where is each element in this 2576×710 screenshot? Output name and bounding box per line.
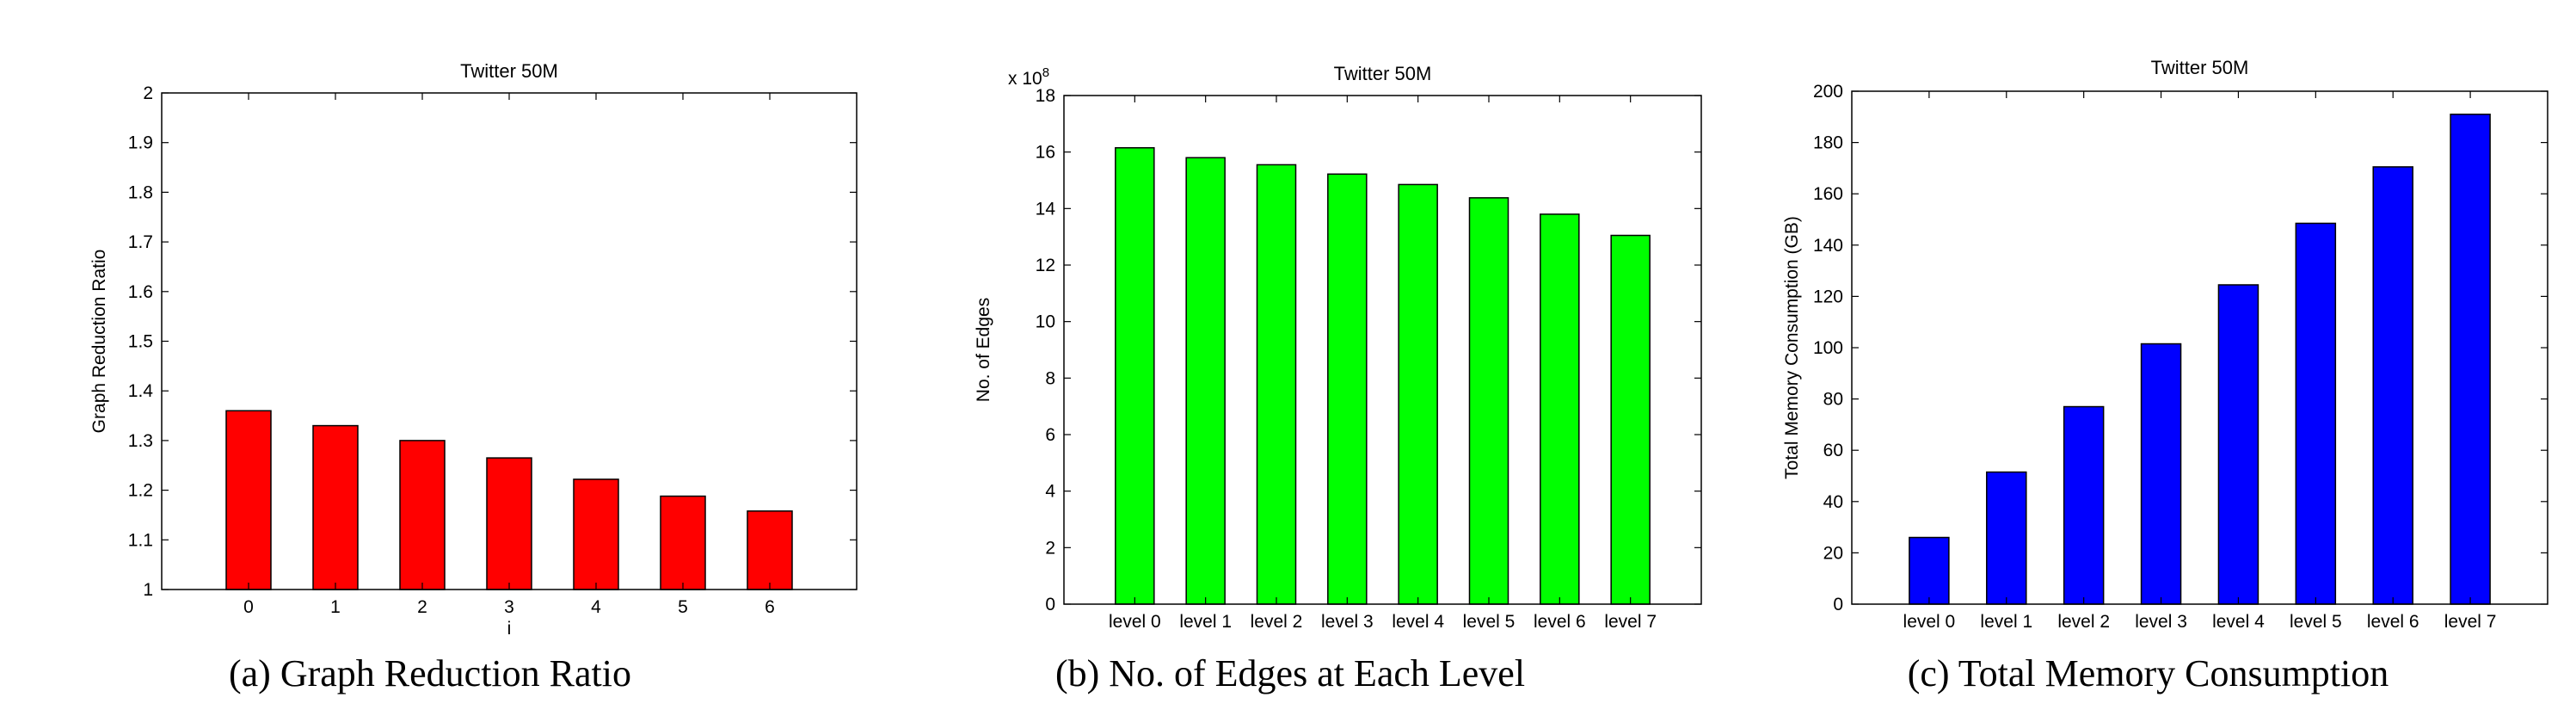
bar: [660, 495, 706, 590]
chart-panel-c: 0 20 40 60 80 100 120 140 160 180 200 level 0 level …: [1720, 0, 2576, 710]
bar: [399, 440, 446, 590]
y-tick-label: 1.2: [128, 481, 153, 501]
y-tick-label: 1.3: [128, 431, 153, 451]
bar: [1540, 213, 1580, 605]
bar: [486, 457, 532, 590]
y-tick-label: 1.7: [128, 232, 153, 252]
x-tick-label: level 2: [2057, 612, 2110, 632]
x-tick-label: level 4: [2212, 612, 2265, 632]
y-tick-label: 120: [1813, 287, 1843, 306]
bar: [1256, 164, 1297, 605]
y-tick-label: 1.1: [128, 530, 153, 550]
x-tick-label: level 0: [1903, 612, 1956, 632]
y-tick-label: 100: [1813, 338, 1843, 358]
chart-panel-a: 1 1.1 1.2 1.3 1.4 1.5 1.6 1.7 1.8 1.9 2 0 1 2 3 4 5 6 Twit…: [0, 0, 860, 710]
x-tick-label: 6: [765, 597, 775, 617]
y-tick-label: 6: [1045, 425, 1055, 445]
x-tick-label: level 7: [1604, 612, 1657, 632]
chart-caption: (c) Total Memory Consumption: [1907, 652, 2389, 695]
bar: [225, 410, 272, 590]
y-axis-label: No. of Edges: [974, 298, 993, 402]
x-tick-label: 3: [504, 597, 514, 617]
x-tick-label: level 0: [1109, 612, 1161, 632]
y-tick-label: 8: [1045, 368, 1055, 388]
y-tick-label: 1: [143, 580, 153, 600]
chart-title: Twitter 50M: [1334, 63, 1432, 84]
x-tick-label: level 2: [1251, 612, 1303, 632]
bar: [2372, 166, 2413, 605]
y-tick-label: 1.5: [128, 332, 153, 352]
y-tick-label: 180: [1813, 133, 1843, 153]
bar: [1185, 157, 1226, 605]
bar: [1610, 234, 1651, 605]
x-tick-label: level 6: [1534, 612, 1586, 632]
chart-graph-reduction-ratio: 1 1.1 1.2 1.3 1.4 1.5 1.6 1.7 1.8 1.9 2 0 1 2 3 4 5 6 Twit…: [89, 60, 858, 639]
bar: [573, 478, 619, 590]
x-axis-label: i: [507, 619, 512, 639]
y-tick-label: 16: [1036, 143, 1055, 163]
bar: [1115, 146, 1155, 605]
y-tick-label: 0: [1833, 595, 1843, 614]
chart-title: Twitter 50M: [2151, 57, 2249, 78]
axes-frame: [1851, 90, 2548, 605]
y-tick-label: 80: [1823, 390, 1843, 410]
bar: [1909, 536, 1950, 605]
x-tick-label: level 7: [2444, 612, 2497, 632]
bar: [1327, 173, 1368, 605]
y-tick-label: 140: [1813, 236, 1843, 256]
y-tick-label: 200: [1813, 82, 1843, 102]
y-tick-label: 1.4: [128, 381, 154, 401]
y-axis-label: Graph Reduction Ratio: [89, 250, 109, 434]
y-tick-label: 1.6: [128, 282, 153, 302]
bar: [2063, 405, 2105, 605]
y-tick-label: 4: [1045, 482, 1055, 502]
chart-caption: (a) Graph Reduction Ratio: [229, 652, 631, 695]
y-multiplier-exponent: 8: [1042, 65, 1049, 80]
y-tick-label: 2: [1045, 538, 1055, 558]
x-tick-label: 4: [591, 597, 601, 617]
x-tick-label: level 1: [1179, 612, 1232, 632]
chart-total-memory: 0 20 40 60 80 100 120 140 160 180 200 level 0 level …: [1782, 57, 2548, 632]
x-tick-label: level 1: [1980, 612, 2032, 632]
bar: [1398, 183, 1438, 605]
x-tick-label: 1: [330, 597, 341, 617]
x-tick-label: level 5: [2290, 612, 2342, 632]
x-tick-label: 5: [678, 597, 688, 617]
y-tick-label: 20: [1823, 543, 1843, 563]
y-tick-label: 2: [143, 83, 153, 103]
y-tick-label: 0: [1045, 595, 1055, 614]
chart-title: Twitter 50M: [460, 60, 558, 82]
y-tick-label: 60: [1823, 441, 1843, 460]
y-tick-label: 12: [1036, 256, 1055, 275]
axes-frame: [161, 92, 858, 590]
bar: [2217, 284, 2259, 605]
y-tick-label: 10: [1036, 312, 1055, 332]
bar: [312, 424, 359, 590]
chart-caption: (b) No. of Edges at Each Level: [1054, 652, 1526, 695]
y-tick-label: 1.9: [128, 133, 153, 153]
bar: [2295, 222, 2337, 605]
bar: [747, 510, 793, 590]
x-tick-label: level 4: [1392, 612, 1444, 632]
y-tick-label: 1.8: [128, 182, 153, 202]
x-tick-label: level 3: [2135, 612, 2187, 632]
x-tick-label: level 6: [2367, 612, 2419, 632]
bar: [2450, 114, 2491, 605]
chart-edges-per-level: 0 2 4 6 8 10 12 14 16 18 level 0 level 1 level 2 leve…: [974, 63, 1702, 632]
x-tick-label: level 5: [1463, 612, 1515, 632]
y-axis-label: Total Memory Consumption (GB): [1782, 216, 1802, 479]
x-tick-label: level 3: [1321, 612, 1374, 632]
y-tick-label: 160: [1813, 184, 1843, 204]
y-tick-label: 40: [1823, 492, 1843, 512]
x-tick-label: 2: [417, 597, 427, 617]
axes-frame: [1063, 95, 1702, 605]
bar: [1986, 471, 2027, 605]
y-tick-label: 14: [1036, 199, 1056, 219]
x-tick-label: 0: [243, 597, 254, 617]
bar: [2140, 343, 2182, 605]
bar: [1468, 197, 1509, 605]
chart-panel-b: 0 2 4 6 8 10 12 14 16 18 level 0 level 1 level 2 leve…: [860, 0, 1720, 710]
y-tick-label: 18: [1036, 86, 1055, 106]
y-multiplier: x 108: [1008, 65, 1049, 89]
